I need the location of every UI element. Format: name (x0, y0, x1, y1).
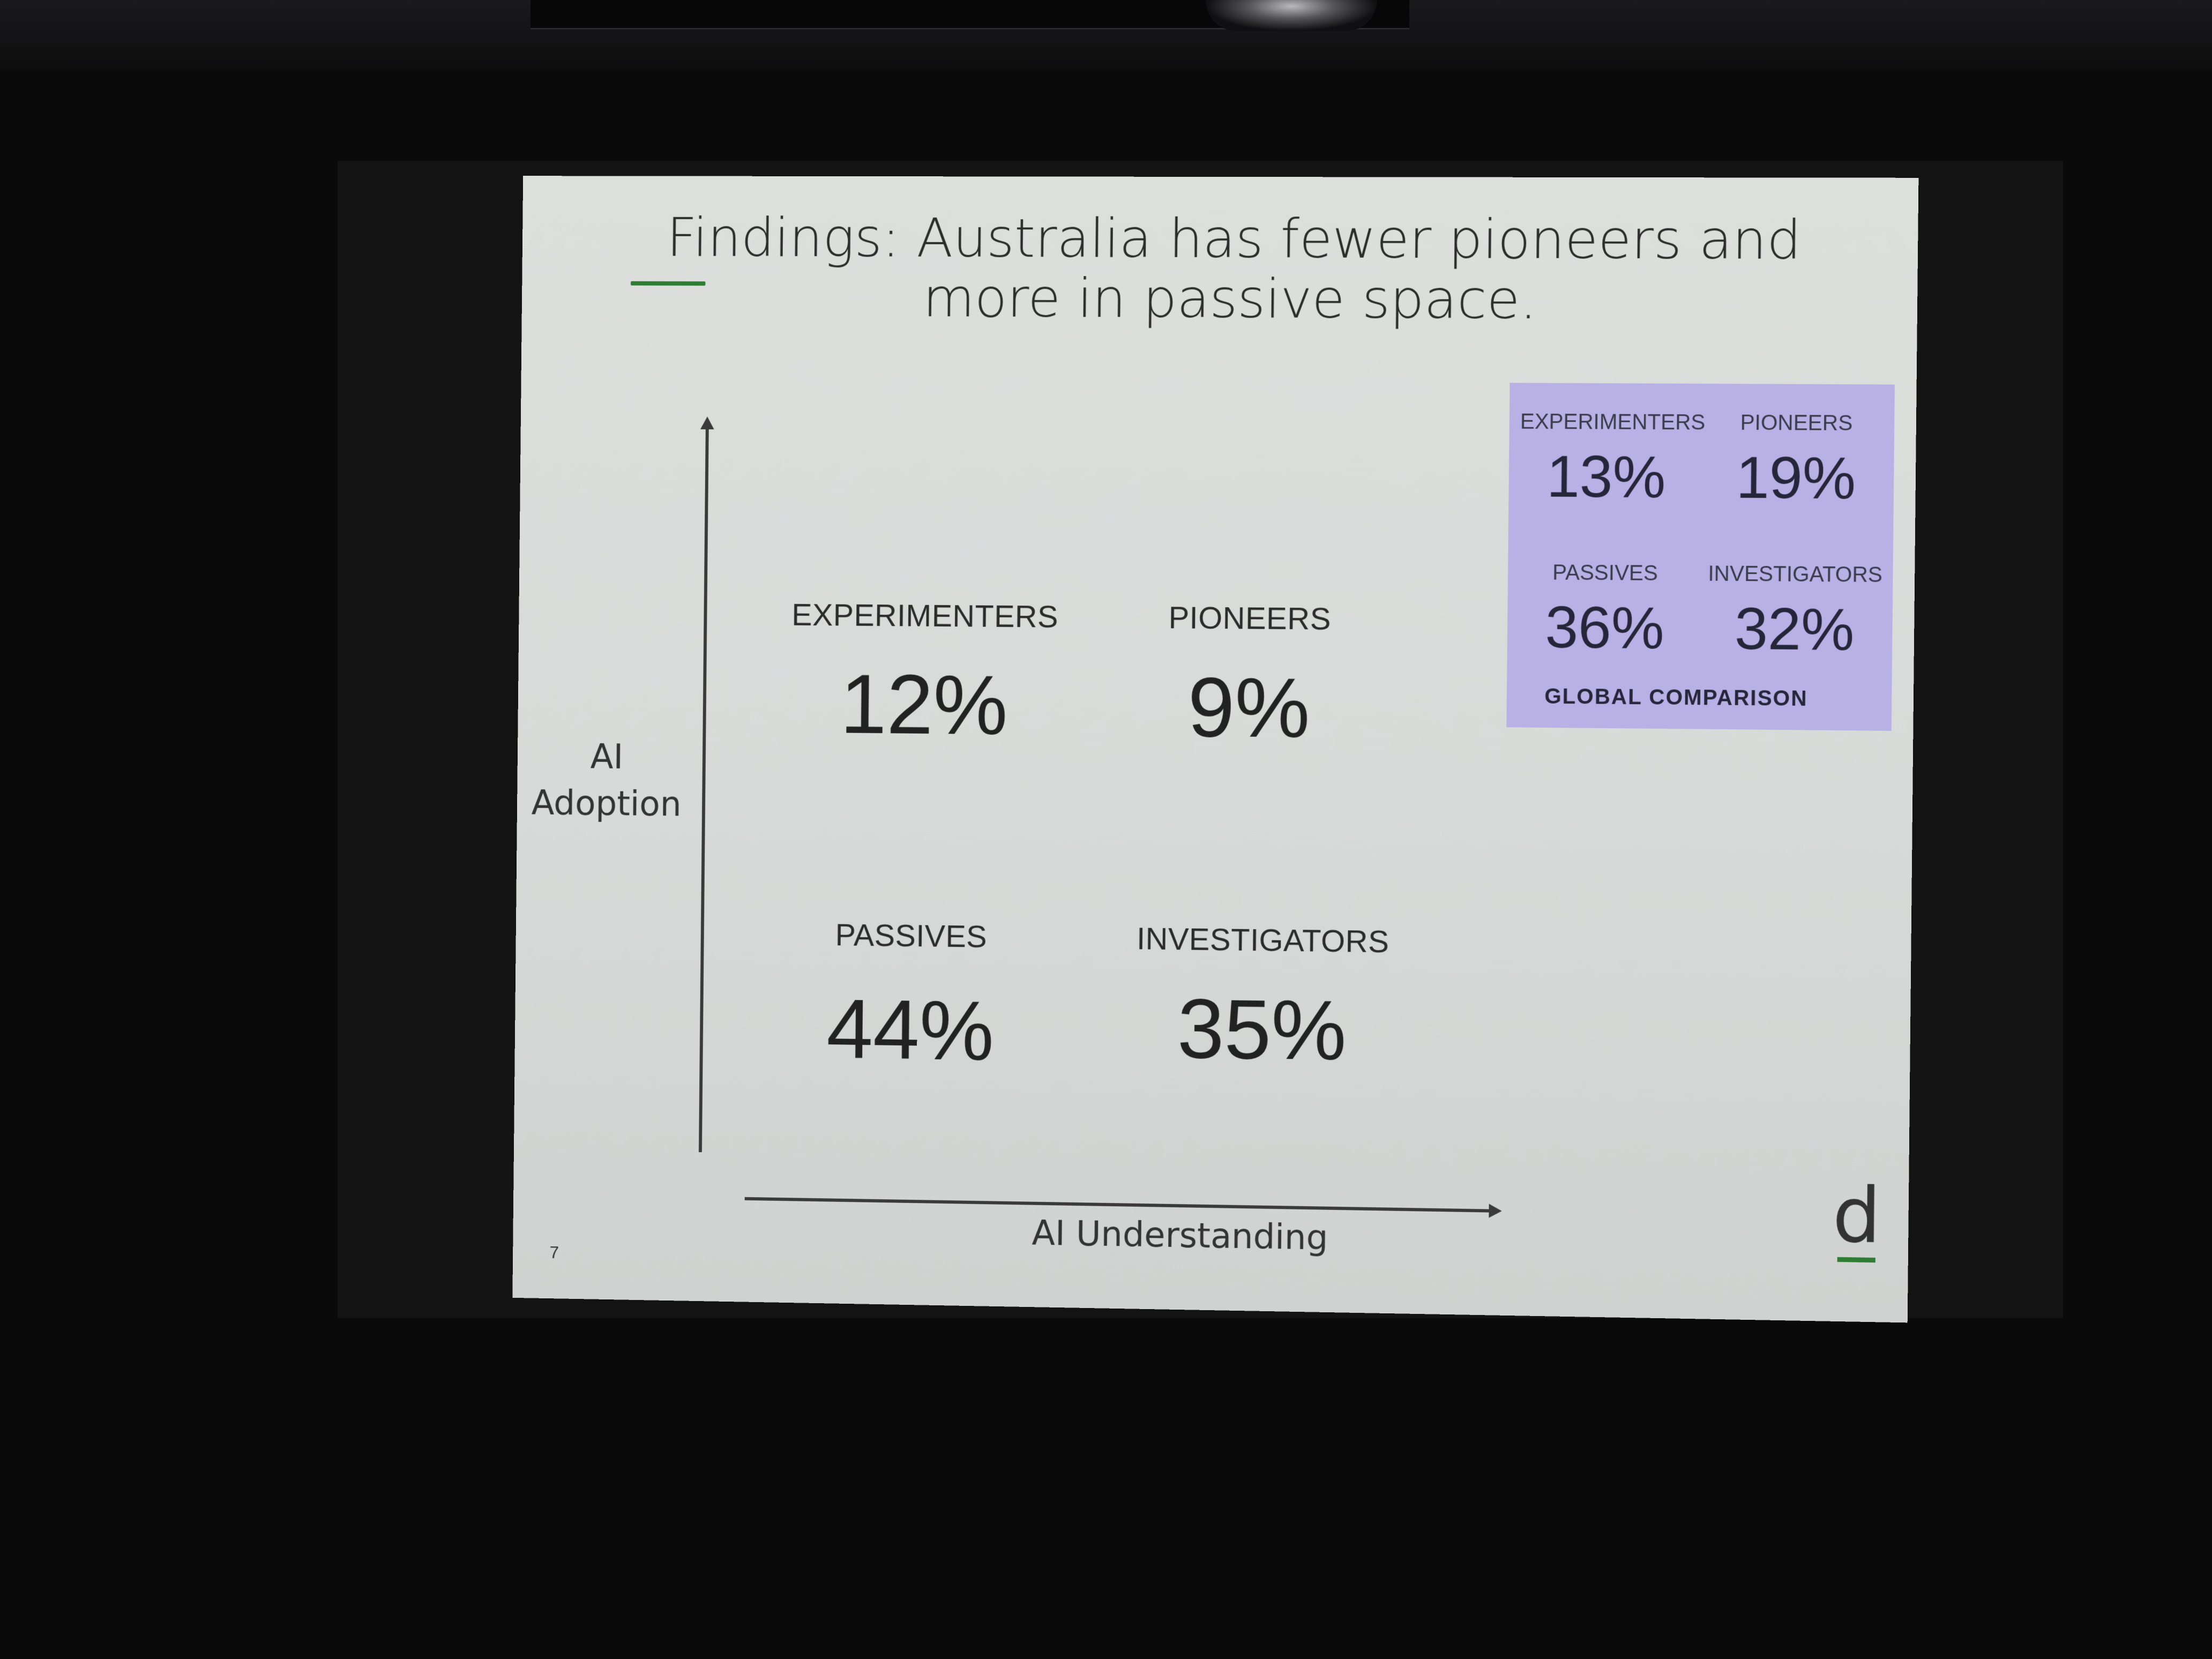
x-axis-label: AI Understanding (977, 1213, 1383, 1259)
global-comparison-caption: GLOBAL COMPARISON (1544, 684, 1815, 711)
global-experimenters-label: EXPERIMENTERS (1520, 410, 1693, 435)
x-axis-line (745, 1197, 1491, 1213)
projector-lens (1206, 0, 1377, 31)
quadrant-investigators-value: 35% (1107, 980, 1418, 1081)
logo-accent-underline (1837, 1257, 1875, 1262)
quadrant-pioneers-value: 9% (1115, 659, 1383, 758)
y-axis-label-line1: AI (528, 733, 686, 781)
brand-logo-icon: d (1826, 1178, 1887, 1254)
quadrant-passives-value: 44% (761, 980, 1059, 1081)
y-axis-label: AI Adoption (527, 733, 686, 828)
quadrant-experimenters-value: 12% (765, 655, 1083, 755)
title-accent-underline (631, 281, 706, 286)
global-pioneers-label: PIONEERS (1709, 410, 1884, 436)
global-investigators-label: INVESTIGATORS (1708, 562, 1882, 587)
global-passives-label: PASSIVES (1519, 561, 1692, 586)
quadrant-investigators-label: INVESTIGATORS (1108, 921, 1418, 960)
quadrant-pioneers-label: PIONEERS (1116, 600, 1384, 638)
global-pioneers-value: 19% (1709, 443, 1884, 513)
slide-title: Findings: Australia has fewer pioneers a… (632, 208, 1836, 331)
y-axis-label-line2: Adoption (527, 780, 685, 828)
global-comparison-box: EXPERIMENTERS 13% PIONEERS 19% PASSIVES … (1506, 383, 1895, 730)
slide-page-number: 7 (549, 1243, 559, 1262)
y-axis-line (699, 426, 709, 1152)
quadrant-passives-label: PASSIVES (763, 916, 1060, 956)
presentation-slide: Findings: Australia has fewer pioneers a… (512, 176, 1918, 1322)
quadrant-experimenters-label: EXPERIMENTERS (766, 597, 1084, 635)
global-passives-value: 36% (1518, 593, 1692, 662)
x-axis-arrow-icon (1489, 1204, 1501, 1218)
global-investigators-value: 32% (1707, 594, 1882, 664)
global-experimenters-value: 13% (1519, 442, 1693, 512)
